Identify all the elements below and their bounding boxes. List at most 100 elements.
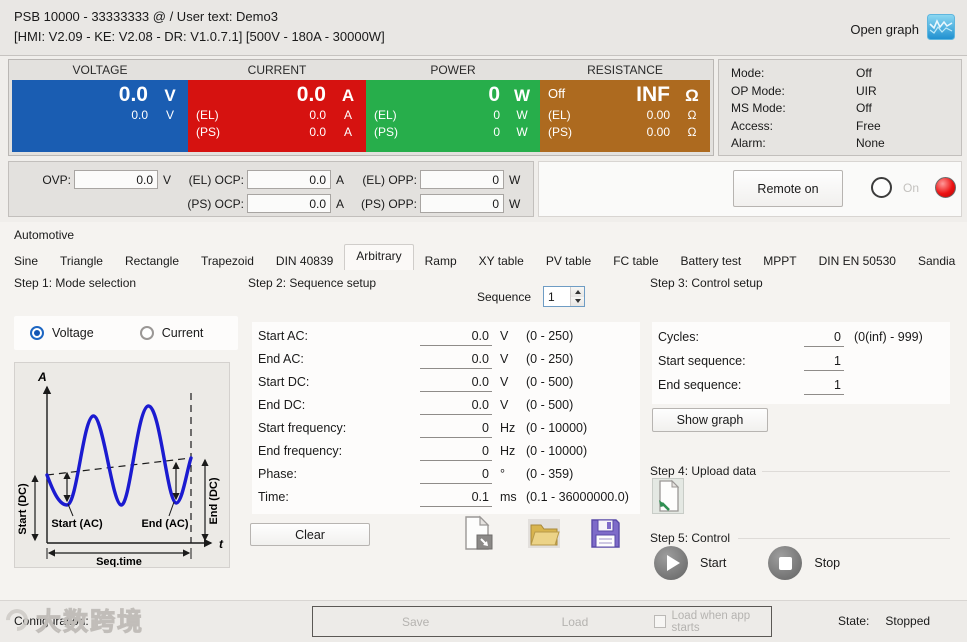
- play-icon[interactable]: [654, 546, 688, 580]
- power-unit: W: [513, 86, 531, 105]
- floppy-disk-icon[interactable]: [589, 517, 622, 555]
- ovp-label: OVP:: [42, 172, 71, 187]
- stop-label: Stop: [814, 556, 841, 570]
- tab-pv-table[interactable]: PV table: [545, 254, 592, 268]
- end-ac-input[interactable]: 0.0: [420, 352, 492, 369]
- resistance-el-label: (EL): [548, 108, 571, 122]
- ocp-ps-input[interactable]: 0.0: [247, 194, 331, 213]
- field-range: (0.1 - 36000000.0): [526, 490, 629, 504]
- voltage-radio-label: Voltage: [52, 326, 94, 340]
- field-row: End DC: 0.0 V (0 - 500): [252, 398, 640, 421]
- opp-ps-input[interactable]: 0: [420, 194, 504, 213]
- open-folder-icon[interactable]: [527, 518, 561, 554]
- stop-icon[interactable]: [768, 546, 803, 580]
- tab-triangle[interactable]: Triangle: [60, 254, 103, 268]
- start-dc-input[interactable]: 0.0: [420, 375, 492, 392]
- end-frequency-input[interactable]: 0: [420, 444, 492, 461]
- document-upload-icon[interactable]: [652, 478, 684, 514]
- current-unit: A: [341, 86, 355, 105]
- op-mode-value: UIR: [856, 83, 877, 98]
- power-el-label: (EL): [374, 108, 397, 122]
- tab-rectangle[interactable]: Rectangle: [124, 254, 179, 268]
- tab-fc-table[interactable]: FC table: [613, 254, 659, 268]
- document-arrow-icon[interactable]: [460, 515, 494, 556]
- current-el-unit: A: [343, 108, 352, 122]
- tab-mppt[interactable]: MPPT: [763, 254, 797, 268]
- sequence-spinner[interactable]: 1: [543, 286, 585, 307]
- tab-trapezoid[interactable]: Trapezoid: [201, 254, 254, 268]
- current-radio[interactable]: Current: [139, 326, 203, 340]
- phase-input[interactable]: 0: [420, 467, 492, 484]
- tab-arbitrary[interactable]: Arbitrary: [344, 244, 414, 270]
- tab-din40839[interactable]: DIN 40839: [275, 254, 334, 268]
- field-row: Start frequency: 0 Hz (0 - 10000): [252, 421, 640, 444]
- title-bar: PSB 10000 - 33333333 @ / User text: Demo…: [0, 0, 967, 56]
- open-graph-button[interactable]: Open graph: [850, 14, 955, 45]
- radio-selected-icon: [30, 326, 44, 340]
- sequence-value[interactable]: 1: [548, 290, 555, 304]
- resistance-ps-unit: Ω: [687, 125, 697, 139]
- checkbox-icon[interactable]: [653, 615, 666, 628]
- field-label: End frequency:: [258, 444, 343, 458]
- save-config-button[interactable]: Save: [401, 614, 430, 629]
- step3-title: Step 3: Control setup: [650, 276, 763, 290]
- spinner-down-icon[interactable]: [571, 296, 584, 306]
- tab-automotive[interactable]: Automotive: [14, 228, 75, 242]
- power-el-unit: W: [516, 108, 528, 122]
- tab-battery-test[interactable]: Battery test: [680, 254, 742, 268]
- tab-din-en-50530[interactable]: DIN EN 50530: [818, 254, 896, 268]
- start-ac-input[interactable]: 0.0: [420, 329, 492, 346]
- ocp-el-input[interactable]: 0.0: [247, 170, 331, 189]
- state-value: Stopped: [885, 614, 931, 628]
- load-config-button[interactable]: Load: [561, 614, 589, 629]
- waveform-graph-icon[interactable]: [927, 14, 955, 45]
- show-graph-button[interactable]: Show graph: [652, 408, 768, 432]
- remote-on-button[interactable]: Remote on: [733, 170, 843, 207]
- clear-button[interactable]: Clear: [250, 523, 370, 546]
- tab-xy-table[interactable]: XY table: [478, 254, 524, 268]
- spinner-up-icon[interactable]: [571, 287, 584, 297]
- resistance-ps-value: 0.00: [646, 125, 670, 139]
- autoload-checkbox-row[interactable]: Load when app starts: [653, 610, 771, 634]
- sine-wave-diagram: A t Start (AC: [14, 362, 230, 568]
- field-label: Time:: [258, 490, 289, 504]
- field-range: (0 - 250): [526, 352, 574, 366]
- ovp-input[interactable]: 0.0: [74, 170, 158, 189]
- current-el-label: (EL): [196, 108, 219, 122]
- resistance-display: Off INF Ω (EL) 0.00 Ω (PS) 0.00 Ω: [540, 80, 710, 152]
- start-frequency-input[interactable]: 0: [420, 421, 492, 438]
- end-sequence-input[interactable]: 1: [804, 378, 844, 395]
- tab-sine[interactable]: Sine: [14, 254, 39, 268]
- opp-el-unit: W: [509, 172, 521, 187]
- opp-el-input[interactable]: 0: [420, 170, 504, 189]
- alarm-label: Alarm:: [731, 136, 766, 151]
- field-row: Phase: 0 ° (0 - 359): [252, 467, 640, 490]
- diagram-start-dc-label: Start (DC): [17, 483, 29, 535]
- measurement-headers: VOLTAGE CURRENT POWER RESISTANCE: [9, 60, 713, 80]
- resistance-header: RESISTANCE: [587, 63, 663, 77]
- field-unit: V: [500, 352, 509, 366]
- field-unit: V: [500, 398, 509, 412]
- measurement-panel: VOLTAGE CURRENT POWER RESISTANCE 0.0 V 0.…: [8, 59, 714, 156]
- power-header: POWER: [430, 63, 476, 77]
- start-sequence-input[interactable]: 1: [804, 354, 844, 371]
- sine-curve: [45, 404, 193, 507]
- resistance-unit: Ω: [685, 86, 699, 105]
- state-label: State:: [838, 614, 870, 628]
- field-range: (0 - 500): [526, 375, 574, 389]
- end-dc-input[interactable]: 0.0: [420, 398, 492, 415]
- output-on-indicator-icon[interactable]: [871, 177, 892, 198]
- current-el-value: 0.0: [309, 108, 326, 122]
- configuration-label: Configuration:: [14, 614, 89, 628]
- time-input[interactable]: 0.1: [420, 490, 492, 507]
- tab-sandia[interactable]: Sandia: [917, 254, 956, 268]
- diagram-x-axis-label: t: [219, 537, 224, 551]
- power-ps-unit: W: [516, 125, 528, 139]
- configuration-bar: Configuration: Save Load Load when app s…: [0, 600, 967, 642]
- voltage-radio[interactable]: Voltage: [30, 326, 94, 340]
- tab-ramp[interactable]: Ramp: [424, 254, 457, 268]
- resistance-el-value: 0.00: [646, 108, 670, 122]
- cycles-input[interactable]: 0: [804, 330, 844, 347]
- ocp-el-unit: A: [336, 172, 345, 187]
